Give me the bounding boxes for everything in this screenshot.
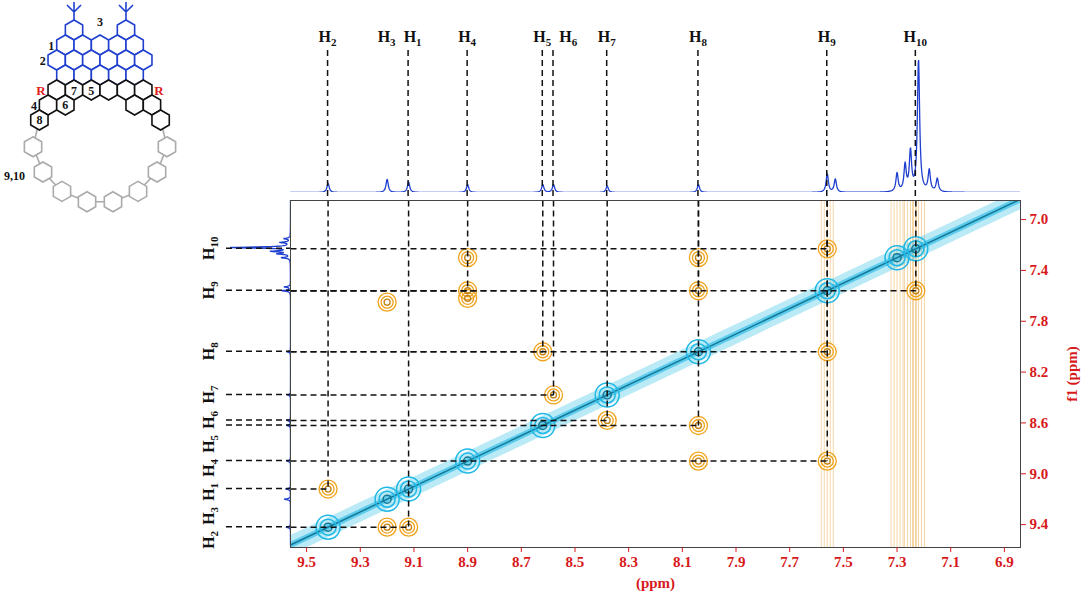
svg-text:8.2: 8.2 xyxy=(1030,364,1049,380)
svg-text:8.9: 8.9 xyxy=(458,554,477,570)
svg-text:5: 5 xyxy=(88,84,94,98)
svg-text:9,10: 9,10 xyxy=(4,169,25,183)
svg-text:H8: H8 xyxy=(689,28,707,48)
svg-text:8.5: 8.5 xyxy=(566,554,585,570)
svg-text:8.7: 8.7 xyxy=(512,554,531,570)
svg-text:4: 4 xyxy=(31,99,37,113)
svg-text:9.0: 9.0 xyxy=(1030,466,1049,482)
svg-text:H4: H4 xyxy=(200,458,220,476)
svg-text:7.1: 7.1 xyxy=(941,554,960,570)
svg-text:6: 6 xyxy=(62,98,68,112)
svg-text:H1: H1 xyxy=(200,483,220,501)
svg-text:8.6: 8.6 xyxy=(1030,415,1049,431)
svg-text:7.7: 7.7 xyxy=(780,554,799,570)
svg-text:H10: H10 xyxy=(904,28,928,48)
svg-text:7.9: 7.9 xyxy=(727,554,746,570)
svg-text:7.3: 7.3 xyxy=(888,554,907,570)
svg-text:(ppm): (ppm) xyxy=(636,575,675,592)
svg-text:H1: H1 xyxy=(404,28,422,48)
svg-text:9.3: 9.3 xyxy=(351,554,370,570)
svg-text:2: 2 xyxy=(40,54,46,68)
svg-text:7.0: 7.0 xyxy=(1030,211,1049,227)
svg-text:H6: H6 xyxy=(559,28,577,48)
svg-text:7: 7 xyxy=(71,84,77,98)
svg-text:6.9: 6.9 xyxy=(995,554,1014,570)
svg-text:8.1: 8.1 xyxy=(673,554,692,570)
svg-text:H9: H9 xyxy=(818,28,836,48)
svg-text:H5: H5 xyxy=(533,28,551,48)
svg-text:H2: H2 xyxy=(319,28,337,48)
svg-text:7.8: 7.8 xyxy=(1030,313,1049,329)
svg-text:H5: H5 xyxy=(200,434,220,452)
svg-text:H8: H8 xyxy=(200,342,220,360)
svg-text:H2: H2 xyxy=(200,530,220,548)
svg-text:8: 8 xyxy=(36,113,42,127)
svg-text:H3: H3 xyxy=(200,506,220,524)
svg-text:H3: H3 xyxy=(378,28,396,48)
svg-text:7.5: 7.5 xyxy=(834,554,853,570)
svg-text:9.1: 9.1 xyxy=(405,554,424,570)
svg-text:H10: H10 xyxy=(200,236,220,260)
svg-text:7.4: 7.4 xyxy=(1030,262,1049,278)
svg-text:R: R xyxy=(154,83,164,98)
svg-text:H6: H6 xyxy=(200,410,220,428)
svg-text:9.5: 9.5 xyxy=(297,554,316,570)
svg-text:H7: H7 xyxy=(200,385,220,403)
svg-text:R: R xyxy=(36,83,46,98)
svg-text:f1 (ppm): f1 (ppm) xyxy=(1064,346,1081,401)
svg-text:H4: H4 xyxy=(458,28,476,48)
svg-text:9.4: 9.4 xyxy=(1030,516,1049,532)
svg-text:H7: H7 xyxy=(598,28,616,48)
svg-text:1: 1 xyxy=(48,39,54,53)
svg-text:8.3: 8.3 xyxy=(619,554,638,570)
svg-text:3: 3 xyxy=(97,15,103,29)
svg-text:H9: H9 xyxy=(200,281,220,299)
